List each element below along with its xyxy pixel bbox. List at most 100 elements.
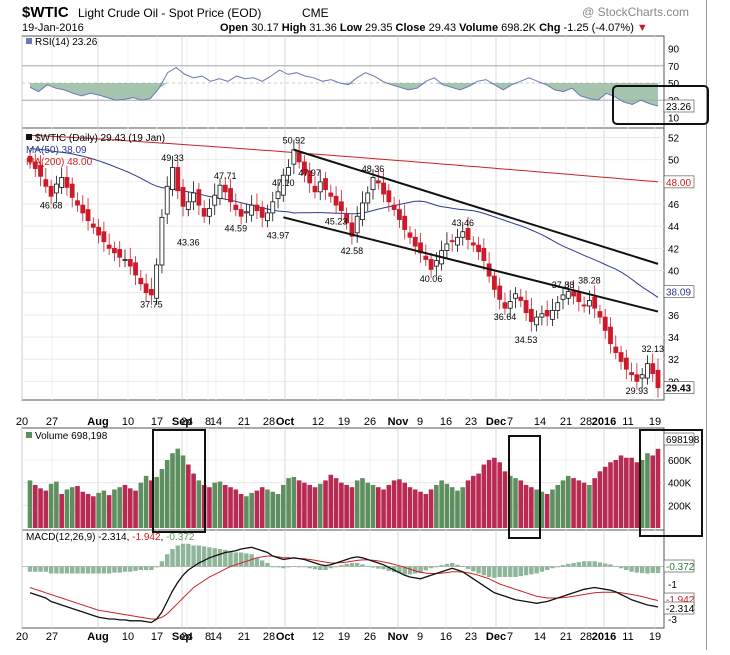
macd-histogram-bar [27, 566, 33, 572]
price-annotation-label: 48.36 [362, 164, 385, 174]
ma200-line [29, 134, 659, 183]
candle-body [449, 240, 455, 243]
price-x-tick-label: 16 [440, 416, 452, 428]
volume-legend: Volume 698,198 [26, 431, 108, 442]
volume-bar [69, 487, 75, 528]
price-annotation-label: 36.64 [494, 312, 517, 322]
rsi-y-tick-label: 70 [668, 62, 680, 73]
volume-bar [476, 473, 481, 528]
candle-body [317, 181, 323, 193]
macd-x-tick-label: 17 [151, 631, 163, 643]
candle-body [249, 204, 255, 216]
volume-bar [407, 487, 413, 528]
macd-histogram-bar [365, 566, 370, 567]
macd-histogram-bar [207, 547, 212, 567]
ma50-last-value-tag: 38.09 [663, 285, 695, 299]
macd-histogram-bar [165, 554, 170, 567]
lower-trendline [283, 216, 659, 313]
macd-histogram-bar [634, 566, 640, 573]
volume-bar [54, 481, 59, 528]
macd-histogram-bar [544, 566, 550, 570]
price-annotation-label: 32.13 [641, 344, 664, 354]
macd-histogram-bar [307, 566, 312, 569]
macd-histogram-bar [80, 566, 85, 574]
volume-bar [333, 478, 339, 528]
volume-bar [497, 462, 502, 528]
price-x-tick-label: Aug [87, 416, 108, 428]
macd-signal-last-tag-text: -1.942 [666, 595, 695, 606]
volume-bar [391, 480, 397, 528]
candle-body [407, 232, 413, 238]
volume-bar [127, 488, 133, 528]
volume-bar [154, 477, 159, 528]
macd-histogram-bar [386, 566, 392, 571]
macd-histogram-bar [576, 562, 582, 567]
macd-histogram-bar [597, 562, 603, 567]
price-y-tick-label: 36 [668, 311, 680, 322]
price-x-tick-label: 12 [312, 416, 324, 428]
volume-bar [629, 457, 634, 528]
volume-bar [386, 484, 392, 528]
price-x-tick-label: 27 [46, 416, 58, 428]
candle-body [428, 259, 434, 270]
stockcharts-watermark[interactable]: @ StockCharts.com [582, 5, 689, 19]
price-last-value-tag: 29.43 [663, 381, 695, 395]
chg-value: -1.25 (-4.07%) [564, 22, 634, 34]
rsi-y-tick-label: 50 [668, 79, 680, 90]
volume-bar [381, 489, 386, 528]
macd-x-tick-label: 11 [622, 631, 633, 643]
candle-body [212, 194, 218, 206]
volume-bar [613, 460, 619, 528]
macd-hist-last-tag-text: -0.372 [666, 562, 695, 573]
volume-bar [307, 484, 312, 528]
volume-bar [43, 490, 49, 528]
candle-body [365, 192, 371, 204]
candle-body [143, 283, 149, 294]
macd-histogram-bar [508, 566, 513, 577]
low-label: Low [340, 22, 362, 34]
volume-bar [634, 462, 640, 528]
price-annotation-label: 43.46 [451, 218, 474, 228]
macd-x-tick-label: Oct [276, 631, 295, 643]
rsi-legend-swatch [26, 38, 32, 44]
macd-histogram-bar [360, 564, 365, 567]
x-axes: 20202727AugAug101017172424SepSep88141421… [16, 416, 661, 643]
candle-body [275, 191, 281, 199]
candle-body [222, 184, 228, 193]
candle-body [534, 316, 540, 326]
macd-histogram-bar [449, 563, 455, 567]
volume-bar [323, 480, 328, 528]
volume-bar [518, 480, 524, 528]
candle-body [402, 215, 408, 230]
macd-histogram-bar [465, 566, 471, 569]
volume-bar [170, 453, 175, 528]
macd-histogram-bar [212, 548, 217, 567]
rsi-legend-text: RSI(14) 23.26 [35, 37, 98, 48]
macd-histogram-bar [439, 565, 444, 567]
volume-bar [650, 455, 656, 528]
macd-histogram-bar [64, 566, 70, 574]
price-legend-swatch [26, 134, 32, 140]
candle-body [470, 242, 476, 246]
volume-bar [233, 489, 239, 528]
rsi-y-tick-label: 10 [668, 113, 680, 124]
macd-histogram-bar [254, 557, 260, 567]
macd-x-tick-label: 10 [122, 631, 134, 643]
macd-x-tick-label: 14 [210, 631, 222, 643]
macd-histogram-bar [233, 552, 239, 567]
macd-histogram-bar [275, 566, 281, 568]
macd-x-tick-label: 23 [465, 631, 477, 643]
candle-body [655, 369, 661, 389]
macd-x-tick-label: Sep [172, 631, 192, 643]
volume-bar [349, 487, 355, 528]
macd-x-tick-label: 9 [417, 631, 423, 643]
macd-histogram-bar [133, 566, 138, 571]
macd-histogram-bar [618, 566, 624, 569]
volume-bar [439, 480, 444, 528]
macd-histogram-bar [201, 546, 207, 567]
candle-body [191, 192, 196, 203]
ma200-last-value-tag-text: 48.00 [666, 178, 691, 189]
macd-histogram-bar [128, 566, 133, 572]
macd-x-tick-label: 19 [338, 631, 350, 643]
candle-body [433, 260, 439, 267]
